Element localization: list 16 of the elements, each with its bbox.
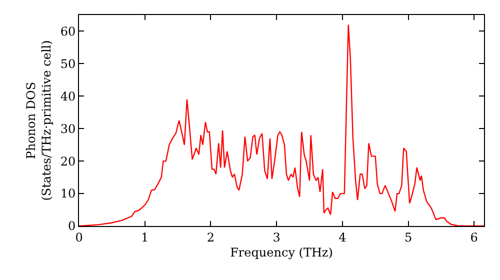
y-tick-label: 30 [60,122,76,136]
x-tick-label: 4 [338,230,347,244]
y-tick-label: 0 [68,219,76,234]
x-tick-label: 6 [470,230,478,244]
x-tick-label: 5 [404,230,412,244]
y-tick-label: 60 [60,24,76,38]
x-tick-label: 3 [272,230,280,244]
y-tick-label: 20 [60,154,76,168]
y-tick-label: 40 [60,89,76,104]
x-axis-title: Frequency (THz) [230,245,333,260]
x-tick-label: 1 [141,230,149,244]
line-series [79,24,484,226]
x-tick-label: 2 [206,230,215,244]
y-tick-label: 50 [60,56,76,71]
y-tick-label: 10 [60,186,76,201]
y-axis-title: Phonon DOS (States/THz·primitive cell) [24,40,54,201]
